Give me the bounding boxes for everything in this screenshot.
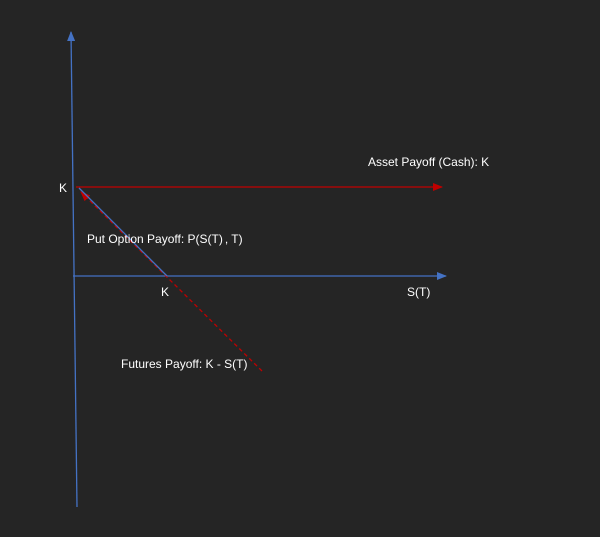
futures-payoff-line (80, 191, 263, 372)
put-option-payoff-label-prefix: Put Option Payoff: P(S(T) (87, 232, 223, 246)
x-axis-title: S(T) (407, 285, 431, 299)
asset-payoff-label: Asset Payoff (Cash): K (368, 155, 490, 169)
put-option-payoff-label: Put Option Payoff: P(S(T), T) (87, 232, 243, 246)
x-axis-k-label: K (161, 285, 170, 299)
futures-payoff-label: Futures Payoff: K - S(T) (121, 357, 248, 371)
y-axis-k-label: K (59, 181, 68, 195)
put-option-payoff-label-suffix: , T) (224, 232, 243, 246)
put-payoff-line (78, 187, 168, 277)
y-axis (67, 31, 78, 508)
